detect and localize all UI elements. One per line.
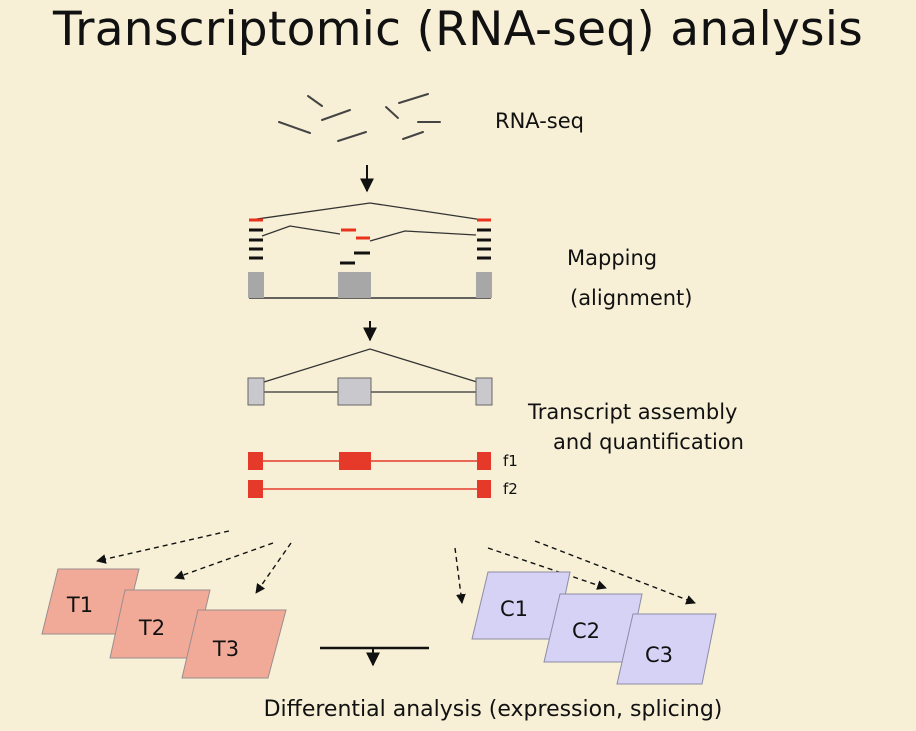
genome-exon-1 (248, 272, 264, 298)
label-transcript-assembly: Transcript assembly (528, 400, 738, 424)
exon-reads-black (249, 228, 491, 265)
label-quantification: and quantification (553, 430, 744, 454)
isoform-f2 (248, 480, 491, 498)
slide-title: Transcriptomic (RNA-seq) analysis (52, 2, 863, 57)
isoform-f1 (248, 452, 491, 470)
spliced-reads-red (249, 218, 491, 240)
sample-label-c3: C3 (645, 643, 673, 667)
assembled-gene-model (247, 348, 493, 406)
genome-exon-3 (476, 272, 492, 298)
read-alignment (248, 202, 492, 299)
sample-label-t1: T1 (66, 593, 93, 617)
label-rna-seq: RNA-seq (495, 109, 584, 133)
treatment-sample-t2: T2 (109, 589, 211, 659)
control-sample-c3: C3 (616, 613, 717, 685)
control-sample-c2: C2 (543, 593, 643, 663)
label-alignment: (alignment) (570, 286, 693, 310)
rna-seq-reads (278, 93, 441, 142)
dashed-arrows (96, 530, 696, 605)
genome-exon-2 (338, 272, 371, 298)
footer-differential-analysis: Differential analysis (expression, splic… (263, 697, 723, 722)
sample-label-c2: C2 (572, 619, 600, 643)
treatment-sample-t3: T3 (181, 609, 287, 679)
sample-label-t2: T2 (138, 616, 165, 640)
sample-label-c1: C1 (500, 597, 528, 621)
comparison-arrow (320, 646, 429, 667)
sample-label-t3: T3 (212, 637, 239, 661)
label-mapping: Mapping (567, 246, 658, 270)
label-isoform-f2: f2 (503, 480, 518, 498)
label-isoform-f1: f1 (503, 452, 518, 470)
control-sample-c1: C1 (471, 571, 571, 640)
